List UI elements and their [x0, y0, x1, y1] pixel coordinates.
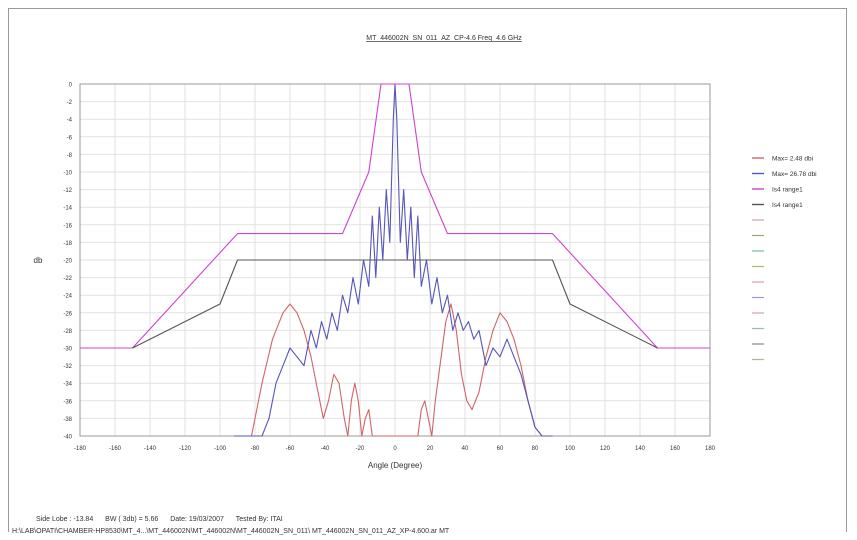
y-tick-label: -12: [63, 188, 72, 194]
x-tick-label: 20: [427, 446, 434, 452]
y-tick-label: -28: [63, 329, 72, 335]
y-tick-label: -30: [63, 347, 72, 353]
series-lines: [80, 83, 710, 437]
test-date: Date: 19/03/2007: [170, 516, 224, 523]
x-tick-label: 40: [462, 446, 469, 452]
y-tick-label: -24: [63, 294, 72, 300]
y-tick-label: -36: [63, 399, 72, 405]
y-tick-label: -20: [63, 259, 72, 265]
x-tick-label: 120: [600, 446, 611, 452]
y-tick-label: -38: [63, 417, 72, 423]
y-tick-label: -2: [67, 100, 73, 106]
y-tick-label: -16: [63, 223, 72, 229]
x-tick-labels: -180 -160 -140 -120 -100 -80 -60 -40 -20 0 20 40 60 8…: [74, 446, 716, 452]
x-tick-label: -40: [321, 446, 330, 452]
x-tick-label: 160: [670, 446, 681, 452]
x-tick-label: -180: [74, 446, 87, 452]
legend: Max= 2.48 dbi Max= 26.78 dbi Is4 range1 Is4…: [752, 156, 817, 361]
footer-measurements: Side Lobe : -13.84 BW ( 3db) = 5.66 Date…: [36, 516, 293, 523]
x-tick-label: -20: [356, 446, 365, 452]
y-tick-label: -26: [63, 311, 72, 317]
y-tick-label: -8: [67, 153, 73, 159]
x-tick-label: -80: [251, 446, 260, 452]
series-line-2: [234, 83, 553, 437]
chart-title: MT_446002N_SN_011_AZ_CP-4.6 Freq_4.6 GHz: [366, 35, 522, 42]
y-tick-label: -22: [63, 276, 72, 282]
radiation-pattern-chart: MT_446002N_SN_011_AZ_CP-4.6 Freq_4.6 GHz…: [34, 35, 817, 470]
y-tick-label: -40: [63, 435, 72, 441]
x-axis-label: Angle (Degree): [368, 461, 423, 470]
x-tick-label: -100: [214, 446, 227, 452]
y-tick-label: -4: [67, 118, 73, 124]
x-tick-label: 100: [565, 446, 576, 452]
y-tick-label: -10: [63, 171, 72, 177]
x-tick-label: 140: [635, 446, 646, 452]
y-tick-labels: 0 -2 -4 -6 -8 -10 -12 -14 -16 -18 -20 -22 -24 -26 -28 -…: [63, 83, 72, 441]
beamwidth-value: BW ( 3db) = 5.66: [105, 516, 159, 523]
legend-label: Is4 range1: [772, 202, 803, 209]
x-tick-label: 0: [393, 446, 397, 452]
file-path: H:\LAB\OPATI\CHAMBER-HP8530\MT_4...\MT_4…: [12, 528, 450, 535]
y-tick-label: -18: [63, 241, 72, 247]
tested-by: Tested By: ITAI: [235, 516, 283, 523]
legend-label: Is4 range1: [772, 187, 803, 194]
x-tick-label: -140: [144, 446, 157, 452]
y-tick-label: 0: [69, 83, 73, 89]
y-axis-label: db: [34, 256, 43, 265]
y-tick-label: -32: [63, 364, 72, 370]
y-tick-label: -14: [63, 206, 72, 212]
x-tick-label: -60: [286, 446, 295, 452]
series-line-1: [237, 303, 553, 437]
y-tick-label: -6: [67, 135, 73, 141]
series-line-4: [132, 259, 658, 349]
x-tick-label: 60: [497, 446, 504, 452]
x-tick-label: -120: [179, 446, 192, 452]
footer-file-path: H:\LAB\OPATI\CHAMBER-HP8530\MT_4...\MT_4…: [12, 528, 459, 535]
side-lobe-value: Side Lobe : -13.84: [36, 516, 94, 523]
legend-label: Max= 2.48 dbi: [772, 156, 813, 163]
series-line-3: [80, 83, 710, 349]
y-tick-label: -34: [63, 382, 72, 388]
x-tick-label: -160: [109, 446, 122, 452]
x-tick-label: 80: [532, 446, 539, 452]
legend-label: Max= 26.78 dbi: [772, 171, 817, 178]
window-frame: [8, 8, 847, 532]
x-tick-label: 180: [705, 446, 716, 452]
